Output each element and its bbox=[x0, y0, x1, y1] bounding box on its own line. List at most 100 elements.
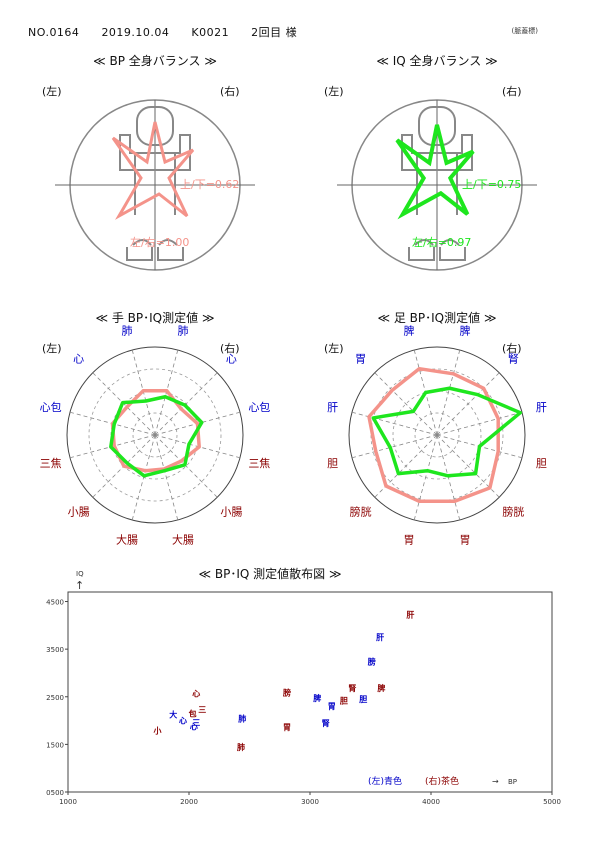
radar-axis-label: 心包 bbox=[248, 401, 270, 414]
x-tick-label: 1000 bbox=[59, 798, 77, 806]
radar-spoke bbox=[154, 434, 179, 521]
radar-spoke bbox=[413, 434, 438, 521]
scatter-point: 胆 bbox=[359, 695, 367, 704]
scatter-point: 心 bbox=[190, 721, 198, 731]
scatter-point: 胆 bbox=[340, 697, 348, 706]
radar-spoke bbox=[351, 411, 438, 436]
y-tick-label: 4500 bbox=[46, 599, 64, 607]
radar-axis-label: 肺 bbox=[177, 325, 188, 338]
scatter-point: 胃 bbox=[328, 702, 336, 711]
iq-series-line bbox=[109, 394, 204, 478]
radar-axis-label: 胃 bbox=[404, 533, 415, 546]
radar-axis-label: 胃 bbox=[355, 353, 366, 366]
right-label: (右) bbox=[502, 84, 522, 98]
ud-ratio-label: 上/下=0.62 bbox=[180, 178, 239, 191]
radar-spoke bbox=[154, 434, 218, 498]
legs-shape bbox=[126, 247, 184, 261]
y-axis-label: IQ bbox=[76, 570, 84, 578]
scatter-chart: ≪ BP･IQ 測定値散布図 ≫ IQ↑ 0500 1500 2500 3500 4500 1… bbox=[46, 566, 561, 806]
radar-axis-label: 膀胱 bbox=[502, 504, 524, 518]
ud-ratio-label: 上/下=0.75 bbox=[462, 178, 521, 191]
radar-spoke bbox=[374, 434, 438, 498]
arms-shape bbox=[119, 134, 191, 171]
radar-axis-label: 大腸 bbox=[116, 532, 138, 546]
scatter-point: 膀 bbox=[282, 687, 291, 697]
radar-spoke bbox=[436, 349, 461, 436]
radar-axis-label: 心 bbox=[226, 353, 237, 366]
y-tick-label: 1500 bbox=[46, 741, 64, 749]
scatter-point: 胃 bbox=[283, 723, 291, 732]
lr-ratio-label: 左/右=1.00 bbox=[130, 235, 189, 249]
radar-axis-label: 腎 bbox=[508, 353, 519, 366]
chart-title: ≪ BP･IQ 測定値散布図 ≫ bbox=[198, 566, 341, 581]
legend-left: (左)青色 bbox=[368, 775, 402, 787]
radar-outer-circle bbox=[66, 346, 244, 524]
radar-grid-ring bbox=[392, 390, 482, 480]
scatter-point: 小 bbox=[153, 726, 162, 736]
header: NO.0164 2019.10.04 K0021 2回目 様 bbox=[28, 24, 315, 40]
scatter-point: 肝 bbox=[376, 633, 384, 642]
patient-name: 2回目 様 bbox=[251, 26, 298, 39]
x-tick-label: 4000 bbox=[422, 798, 440, 806]
y-tick-label: 0500 bbox=[46, 789, 64, 797]
left-label: (左) bbox=[324, 85, 344, 98]
radar-axis-label: 心 bbox=[73, 353, 84, 366]
radar-axis-label: 脾 bbox=[459, 324, 470, 338]
feet-shape bbox=[414, 239, 460, 246]
radar-axis-label: 肺 bbox=[122, 325, 133, 338]
scatter-point: 三 bbox=[198, 706, 206, 715]
corner-note: (脈蓋標) bbox=[511, 27, 538, 35]
radar-spoke bbox=[436, 411, 523, 436]
radar-spoke bbox=[154, 372, 218, 436]
radar-axis-label: 脾 bbox=[404, 324, 415, 338]
scatter-point: 腎 bbox=[348, 683, 356, 693]
scatter-point: 大 bbox=[169, 709, 177, 719]
scatter-point: 包 bbox=[188, 708, 197, 718]
left-label: (左) bbox=[324, 342, 344, 355]
radar-grid-ring bbox=[88, 368, 222, 502]
y-tick-label: 3500 bbox=[46, 646, 64, 654]
plot-frame bbox=[67, 591, 553, 793]
radar-axis-label: 三焦 bbox=[248, 457, 270, 470]
scatter-point: 肺 bbox=[237, 742, 245, 752]
legend-right: (右)茶色 bbox=[425, 775, 459, 787]
right-label: (右) bbox=[220, 341, 240, 355]
radar-axis-label: 三焦 bbox=[40, 457, 62, 470]
head-shape bbox=[136, 106, 174, 146]
record-date: 2019.10.04 bbox=[101, 26, 170, 39]
body-title: ≪ IQ 全身バランス ≫ bbox=[376, 53, 497, 68]
right-label: (右) bbox=[220, 84, 240, 98]
scatter-point: 心 bbox=[179, 716, 187, 726]
feet-shape bbox=[132, 239, 178, 246]
left-label: (左) bbox=[42, 85, 62, 98]
head-shape bbox=[418, 106, 456, 146]
record-code: K0021 bbox=[191, 26, 230, 39]
x-tick-label: 2000 bbox=[180, 798, 198, 806]
radar-grid-ring bbox=[132, 412, 178, 458]
arms-shape bbox=[401, 134, 473, 171]
scatter-point: 脾 bbox=[312, 693, 321, 703]
radar-axis-label: 肝 bbox=[536, 401, 547, 414]
lr-ratio-label: 左/右=0.97 bbox=[412, 235, 471, 249]
radar-axis-label: 胆 bbox=[536, 457, 547, 470]
balance-star bbox=[395, 124, 475, 220]
radar-axis-label: 心包 bbox=[40, 401, 62, 414]
bp-series-line bbox=[367, 366, 500, 504]
radar-outer-circle bbox=[348, 346, 526, 524]
radar-axis-label: 胃 bbox=[459, 533, 470, 546]
radar-axis-label: 胆 bbox=[327, 457, 338, 470]
y-tick-label: 2500 bbox=[46, 694, 64, 702]
radar-title: ≪ 足 BP･IQ測定値 ≫ bbox=[377, 310, 496, 325]
x-tick-label: 3000 bbox=[301, 798, 319, 806]
scatter-point: 脾 bbox=[376, 683, 385, 693]
radar-spoke bbox=[131, 434, 156, 521]
radar-axis-label: 肝 bbox=[327, 401, 338, 414]
radar-spoke bbox=[436, 372, 500, 436]
scatter-point: 肝 bbox=[406, 610, 414, 619]
radar-axis-label: 小腸 bbox=[220, 505, 242, 518]
record-number: NO.0164 bbox=[28, 26, 80, 39]
iq-series-line bbox=[371, 386, 523, 478]
radar-spoke bbox=[351, 434, 438, 459]
radar-axis-label: 小腸 bbox=[68, 505, 90, 518]
